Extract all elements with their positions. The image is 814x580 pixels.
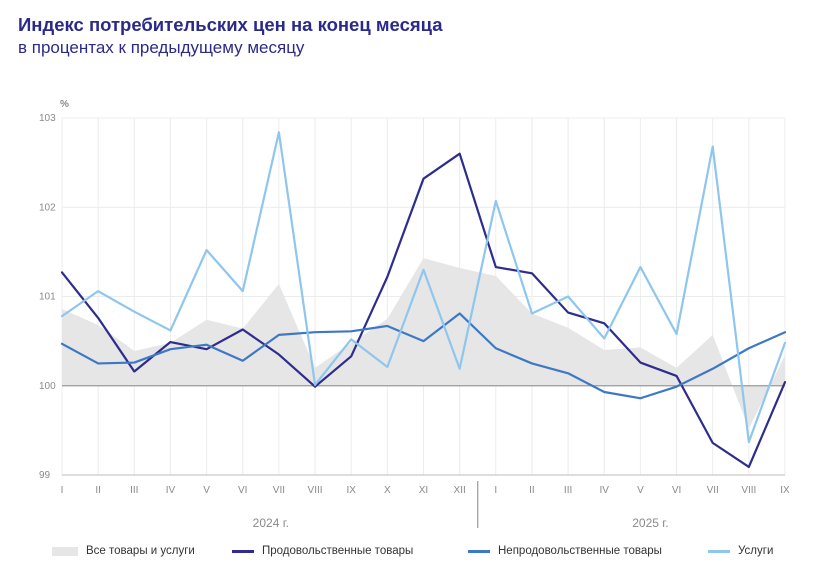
legend-label-nonfood: Непродовольственные товары: [498, 545, 662, 557]
x-tick-label: VII: [707, 485, 719, 496]
legend-item-services: Услуги: [708, 545, 773, 557]
x-tick-label: IX: [780, 485, 790, 496]
x-tick-label: IV: [600, 485, 610, 496]
series-area-all-goods: [62, 258, 785, 429]
x-tick-label: VIII: [741, 485, 756, 496]
axis-layer: [62, 385, 785, 528]
x-tick-label: III: [564, 485, 572, 496]
x-tick-label: IV: [166, 485, 176, 496]
legend-item-all: Все товары и услуги: [52, 545, 195, 557]
y-tick-label: 103: [39, 113, 56, 124]
x-tick-label: XI: [419, 485, 428, 496]
legend: Все товары и услуги Продовольственные то…: [0, 545, 814, 567]
x-tick-label: VI: [672, 485, 681, 496]
series-line-food: [60, 152, 787, 469]
legend-label-all: Все товары и услуги: [86, 545, 195, 557]
legend-swatch-food: [232, 549, 254, 553]
x-tick-label: XII: [454, 485, 466, 496]
y-tick-label: 100: [39, 381, 56, 392]
x-tick-label: X: [384, 485, 391, 496]
legend-label-food: Продовольственные товары: [262, 545, 414, 557]
legend-item-nonfood: Непродовольственные товары: [468, 545, 662, 557]
area-layer: [62, 258, 785, 429]
y-tick-label: 99: [39, 470, 51, 481]
x-tick-label: VI: [238, 485, 247, 496]
legend-swatch-services: [708, 549, 730, 553]
lines-layer: [60, 131, 787, 469]
legend-swatch-all: [52, 546, 78, 556]
x-tick-label: V: [203, 485, 210, 496]
y-tick-label: 102: [39, 202, 56, 213]
legend-label-services: Услуги: [738, 545, 774, 557]
x-tick-label: II: [95, 485, 101, 496]
x-tick-label: I: [494, 485, 497, 496]
x-tick-label: IX: [346, 485, 356, 496]
x-tick-label: I: [61, 485, 64, 496]
y-tick-label: 101: [39, 292, 56, 303]
y-unit-label: %: [60, 99, 69, 110]
x-tick-label: III: [130, 485, 138, 496]
chart-subtitle: в процентах к предыдущему месяцу: [18, 38, 305, 57]
year-label-2024: 2024 г.: [253, 516, 289, 530]
series-line-services: [60, 131, 787, 444]
legend-swatch-nonfood: [468, 549, 490, 553]
x-tick-label: II: [529, 485, 535, 496]
legend-item-food: Продовольственные товары: [232, 545, 413, 557]
chart-title: Индекс потребительских цен на конец меся…: [18, 14, 443, 35]
x-tick-label: VIII: [308, 485, 323, 496]
x-tick-label: V: [637, 485, 644, 496]
series-line-nonfood: [60, 312, 787, 400]
year-label-2025: 2025 г.: [632, 516, 668, 530]
x-tick-label: VII: [273, 485, 285, 496]
